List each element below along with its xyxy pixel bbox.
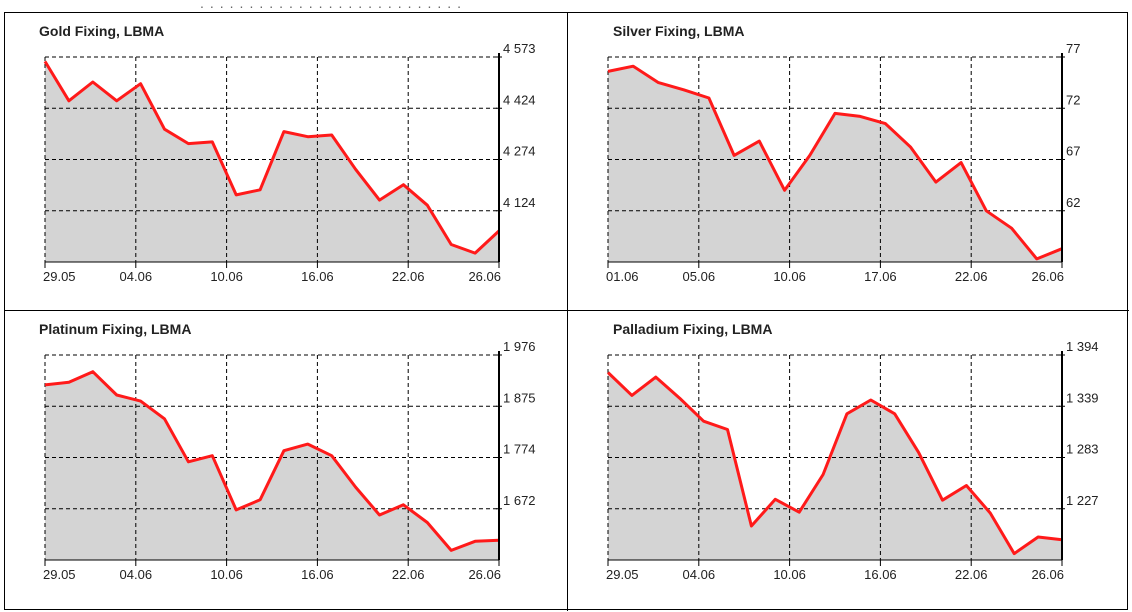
y-tick-label: 67 (1066, 144, 1080, 159)
palladium-chart-panel: Palladium Fixing, LBMA 1 227 1 283 1 339 1 … (568, 311, 1130, 610)
palladium-chart: 1 227 1 283 1 339 1 394 29.05 04.06 10.06 16.06… (606, 339, 1099, 582)
y-tick-label: 77 (1066, 41, 1080, 56)
y-tick-label: 72 (1066, 92, 1080, 107)
y-tick-label: 1 875 (503, 390, 536, 405)
chart-title: Silver Fixing, LBMA (613, 23, 745, 39)
platinum-chart-panel: Platinum Fixing, LBMA 1 672 1 774 1 875 1 9… (5, 311, 567, 610)
price-line (44, 370, 500, 552)
x-tick-label: 26.06 (468, 567, 501, 582)
x-tick-label: 04.06 (120, 269, 153, 284)
x-tick-label: 29.05 (43, 269, 76, 284)
chart-title: Palladium Fixing, LBMA (613, 321, 773, 337)
panel-divider-horizontal (5, 310, 1129, 311)
gold-chart-panel: Gold Fixing, LBMA 4 124 4 274 4 424 4 573 29… (5, 13, 567, 312)
x-tick-label: 29.05 (606, 567, 639, 582)
silver-chart-panel: Silver Fixing, LBMA 62 67 72 77 01.06 05.06 10… (568, 13, 1130, 312)
x-tick-label: 29.05 (43, 567, 76, 582)
area-fill (608, 372, 1062, 560)
y-tick-label: 4 274 (503, 144, 536, 159)
chart-title: Gold Fixing, LBMA (39, 23, 165, 39)
price-line (607, 64, 1063, 261)
y-tick-label: 1 774 (503, 442, 536, 457)
y-tick-label: 4 424 (503, 92, 536, 107)
x-tick-label: 01.06 (606, 269, 639, 284)
top-strip-text: ........................... (200, 0, 467, 11)
x-tick-label: 16.06 (864, 567, 897, 582)
y-tick-label: 4 573 (503, 41, 536, 56)
x-tick-label: 10.06 (773, 269, 806, 284)
x-tick-label: 16.06 (301, 269, 334, 284)
chart-title: Platinum Fixing, LBMA (39, 321, 192, 337)
x-tick-label: 22.06 (955, 269, 988, 284)
x-tick-label: 17.06 (864, 269, 897, 284)
area-fill (45, 371, 499, 560)
area-fill (608, 66, 1062, 262)
top-strip: ........................... (0, 0, 1132, 12)
svg-text:...........................: ........................... (200, 1, 467, 11)
charts-grid: Gold Fixing, LBMA 4 124 4 274 4 424 4 573 29… (4, 12, 1130, 611)
platinum-chart: 1 672 1 774 1 875 1 976 29.05 04.06 10.06 16.06… (43, 339, 536, 582)
x-tick-label: 04.06 (683, 567, 716, 582)
price-line (43, 60, 501, 255)
x-tick-label: 26.06 (1031, 567, 1064, 582)
gold-chart: 4 124 4 274 4 424 4 573 29.05 04.06 10.06 16.06… (43, 41, 536, 284)
x-tick-label: 22.06 (392, 269, 425, 284)
y-tick-label: 1 394 (1066, 339, 1099, 354)
panel-divider-vertical (567, 13, 568, 611)
x-tick-label: 22.06 (392, 567, 425, 582)
x-tick-label: 16.06 (301, 567, 334, 582)
x-tick-label: 22.06 (955, 567, 988, 582)
y-tick-label: 1 283 (1066, 442, 1099, 457)
y-tick-label: 1 339 (1066, 390, 1099, 405)
y-tick-label: 4 124 (503, 195, 536, 210)
y-tick-label: 1 976 (503, 339, 536, 354)
x-tick-label: 05.06 (683, 269, 716, 284)
x-tick-label: 10.06 (210, 269, 243, 284)
silver-chart: 62 67 72 77 01.06 05.06 10.06 17.06 22.06 26.06 (606, 41, 1080, 284)
y-tick-label: 1 227 (1066, 493, 1099, 508)
x-tick-label: 04.06 (120, 567, 153, 582)
x-tick-label: 10.06 (210, 567, 243, 582)
x-tick-label: 10.06 (773, 567, 806, 582)
price-line (606, 371, 1063, 556)
x-tick-label: 26.06 (468, 269, 501, 284)
y-tick-label: 1 672 (503, 493, 536, 508)
x-tick-label: 26.06 (1031, 269, 1064, 284)
y-tick-label: 62 (1066, 195, 1080, 210)
